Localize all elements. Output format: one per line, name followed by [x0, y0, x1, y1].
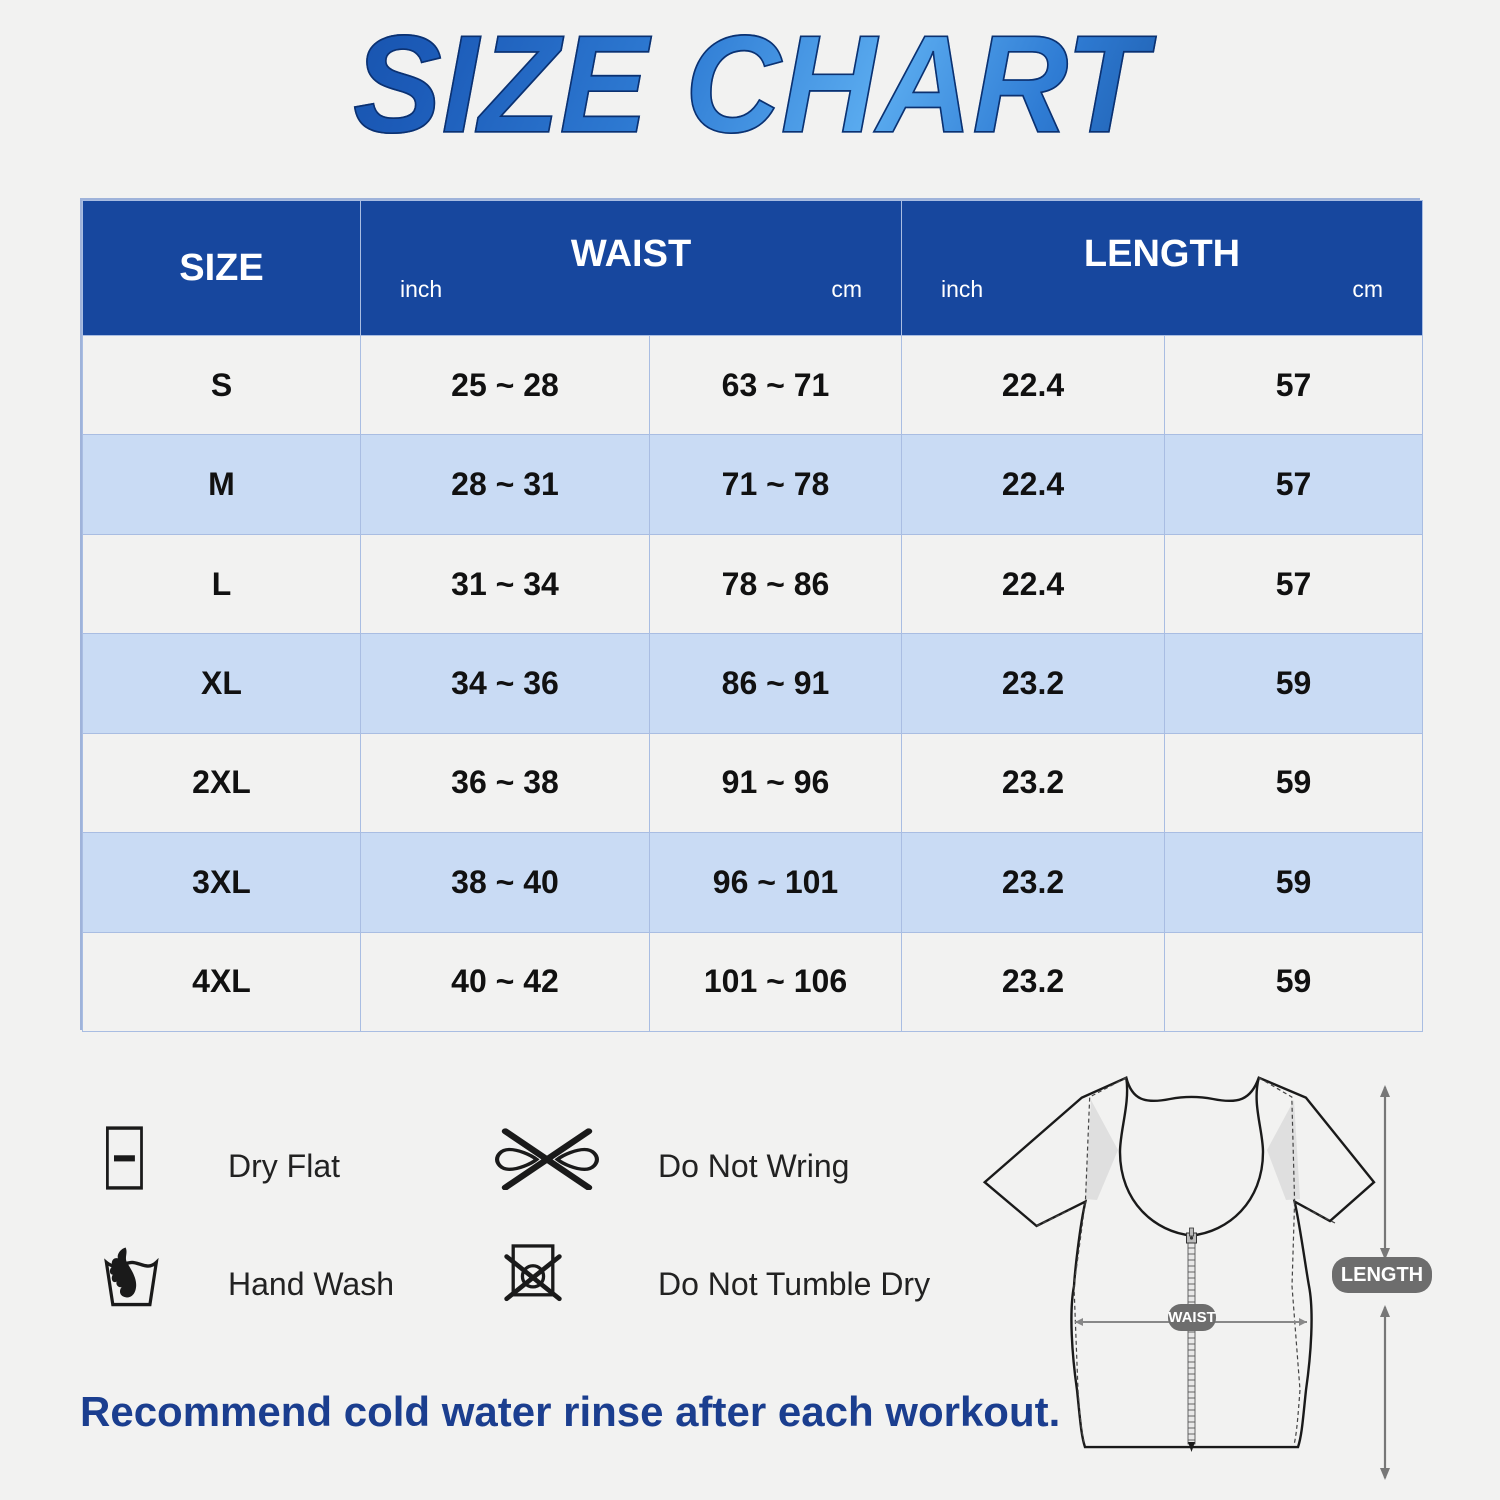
svg-text:WAIST: WAIST — [1168, 1309, 1216, 1326]
